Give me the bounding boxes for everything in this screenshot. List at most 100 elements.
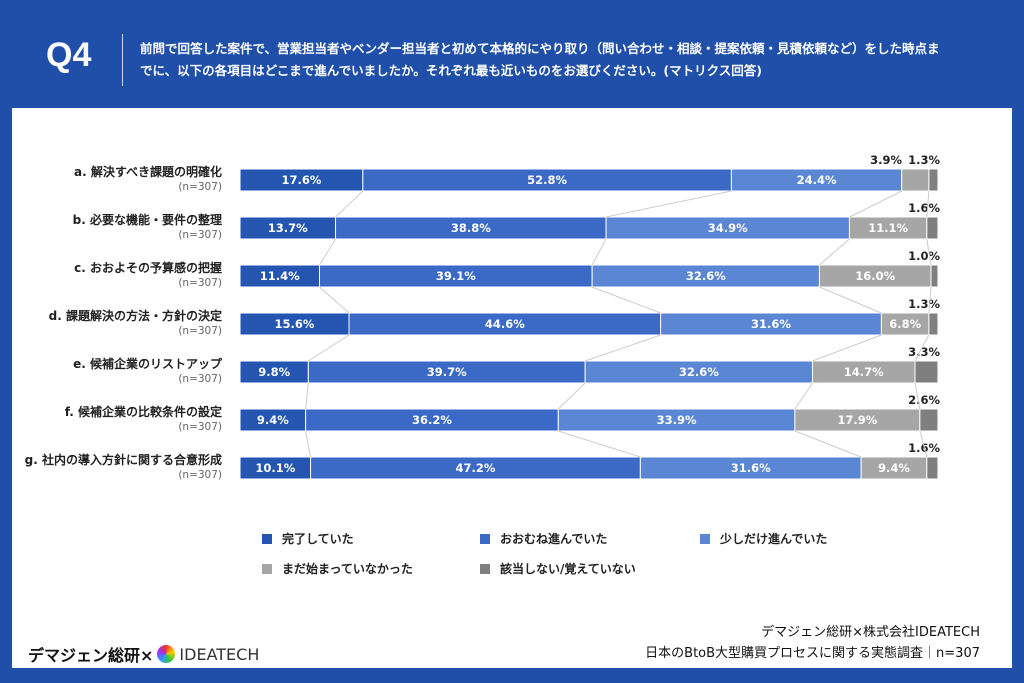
source-line-2: 日本のBtoB大型購買プロセスに関する実態調査｜n=307: [645, 646, 980, 661]
logo-text: デマジェン総研×: [28, 646, 154, 665]
chart-panel: [12, 108, 1012, 668]
logo-ideatech: IDEATECH: [179, 644, 260, 664]
bar-segment: [919, 408, 939, 432]
source: デマジェン総研×株式会社IDEATECH 日本のBtoB大型購買プロセスに関する実…: [645, 622, 980, 664]
data-label: 33.9%: [657, 413, 697, 427]
data-label: 39.7%: [427, 365, 467, 379]
category-label: c. おおよその予算感の把握: [74, 260, 222, 275]
connector-line: [585, 334, 661, 362]
connector-line: [819, 286, 882, 314]
legend-label: 該当しない/覚えていない: [500, 562, 636, 576]
legend-item: 完了していた: [262, 530, 354, 547]
divider: [122, 34, 123, 86]
data-label: 16.0%: [855, 269, 895, 283]
data-label: 10.1%: [255, 461, 295, 475]
data-label: 3.3%: [908, 345, 940, 359]
data-label: 14.7%: [844, 365, 884, 379]
n-label: (n=307): [178, 421, 222, 433]
question-number: Q4: [46, 36, 92, 74]
connector-line: [926, 238, 932, 266]
bar-segment: [928, 312, 939, 336]
n-label: (n=307): [178, 373, 222, 385]
category-label: d. 課題解決の方法・方針の決定: [49, 308, 222, 323]
connector-line: [849, 190, 902, 218]
data-label: 15.6%: [275, 317, 315, 331]
connector-line: [319, 286, 350, 314]
legend-swatch: [700, 533, 710, 544]
connector-line: [812, 334, 882, 362]
legend-item: おおむね進んでいた: [480, 530, 607, 547]
connector-line: [926, 190, 930, 218]
legend-swatch: [480, 563, 490, 574]
data-label: 1.3%: [908, 297, 940, 311]
connector-line: [914, 334, 930, 362]
data-label: 32.6%: [686, 269, 726, 283]
legend-label: 少しだけ進んでいた: [720, 532, 828, 546]
n-label: (n=307): [178, 229, 222, 241]
bar-segment: [914, 360, 939, 384]
bar-segment: [926, 456, 939, 480]
connector-line: [305, 430, 312, 458]
legend-swatch: [262, 563, 272, 574]
data-label: 52.8%: [527, 173, 567, 187]
category-label: b. 必要な機能・要件の整理: [73, 212, 222, 227]
n-label: (n=307): [178, 325, 222, 337]
data-label: 24.4%: [797, 173, 837, 187]
legend-item: 少しだけ進んでいた: [700, 530, 827, 547]
connector-line: [591, 286, 661, 314]
data-label: 1.6%: [908, 201, 940, 215]
source-line-1: デマジェン総研×株式会社IDEATECH: [761, 625, 980, 640]
legend-label: おおむね進んでいた: [500, 532, 608, 546]
logo: デマジェン総研× IDEATECH: [28, 642, 259, 666]
legend-item: 該当しない/覚えていない: [480, 560, 636, 577]
connector-line: [605, 190, 732, 218]
connector-line: [305, 382, 309, 410]
data-label: 39.1%: [436, 269, 476, 283]
data-label: 31.6%: [751, 317, 791, 331]
data-label: 34.9%: [708, 221, 748, 235]
question-text: 前問で回答した案件で、営業担当者やベンダー担当者と初めて本格的にやり取り（問い合…: [140, 41, 940, 78]
n-label: (n=307): [178, 469, 222, 481]
connector-line: [914, 382, 921, 410]
data-label: 17.6%: [281, 173, 321, 187]
data-label: 17.9%: [837, 413, 877, 427]
legend-label: まだ始まっていなかった: [282, 562, 413, 576]
n-label: (n=307): [178, 277, 222, 289]
data-label: 44.6%: [485, 317, 525, 331]
data-label: 11.1%: [868, 221, 908, 235]
data-label: 32.6%: [679, 365, 719, 379]
data-label: 36.2%: [412, 413, 452, 427]
bar-segment: [926, 216, 939, 240]
legend-label: 完了していた: [282, 532, 354, 546]
connector-line: [558, 430, 641, 458]
connector-line: [928, 286, 932, 314]
connector-line: [319, 238, 336, 266]
data-label: 9.4%: [878, 461, 910, 475]
connector-line: [794, 430, 862, 458]
data-label: 9.4%: [257, 413, 289, 427]
connector-line: [919, 430, 928, 458]
category-label: g. 社内の導入方針に関する合意形成: [25, 452, 222, 467]
connector-line: [794, 382, 813, 410]
connector-line: [335, 190, 364, 218]
ideatech-ring-icon: [157, 645, 176, 663]
connector-line: [819, 238, 850, 266]
legend-swatch: [480, 533, 490, 544]
connector-line: [308, 334, 350, 362]
category-label: e. 候補企業のリストアップ: [73, 356, 223, 371]
n-label: (n=307): [178, 181, 222, 193]
connector-line: [557, 382, 586, 410]
data-label: 13.7%: [268, 221, 308, 235]
connector-line: [591, 238, 607, 266]
data-label: 31.6%: [731, 461, 771, 475]
category-label: f. 候補企業の比較条件の設定: [65, 404, 222, 419]
data-label: 9.8%: [258, 365, 290, 379]
data-label: 1.0%: [908, 249, 940, 263]
legend-item: まだ始まっていなかった: [262, 560, 413, 577]
category-label: a. 解決すべき課題の明確化: [74, 164, 222, 179]
data-label: 47.2%: [456, 461, 496, 475]
data-label: 38.8%: [451, 221, 491, 235]
bar-segment: [930, 264, 939, 288]
data-label: 2.6%: [908, 393, 940, 407]
bar-segment: [901, 168, 930, 192]
